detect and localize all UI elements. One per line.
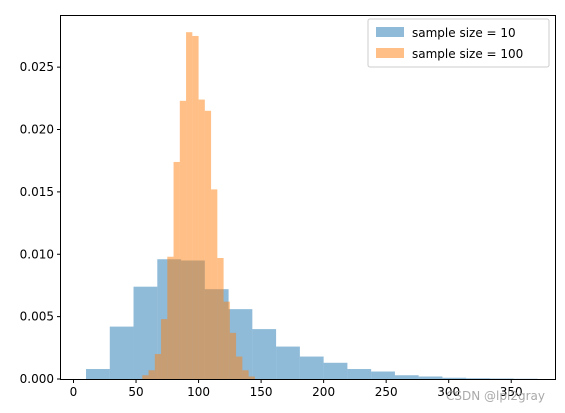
histogram-bar (204, 110, 212, 379)
histogram-bar (148, 370, 155, 379)
x-tick-label: 300 (437, 385, 460, 399)
histogram-bar (167, 256, 174, 379)
histogram-bar (252, 329, 277, 379)
histogram-bar (211, 189, 218, 379)
histogram-bar (466, 378, 490, 379)
x-tick-label: 350 (500, 385, 523, 399)
histogram-bar (133, 286, 158, 379)
x-tick-label: 50 (128, 385, 143, 399)
histogram-bar (347, 369, 372, 379)
histogram-bar (142, 375, 149, 379)
histogram-bar (371, 371, 395, 379)
legend-box (367, 18, 550, 68)
histogram-bar (276, 346, 300, 379)
y-tick-label: 0.005 (20, 310, 54, 324)
legend-label: sample size = 100 (412, 47, 523, 61)
legend: sample size = 10 sample size = 100 (367, 18, 550, 68)
y-axis: 0.000 0.005 0.010 0.015 0.020 0.025 (20, 60, 61, 386)
histogram-bar (86, 369, 110, 379)
histogram-bar (198, 99, 205, 379)
histogram-bar (442, 377, 467, 379)
histogram-bar (236, 356, 243, 379)
histogram-bar (223, 301, 230, 379)
y-tick-label: 0.015 (20, 185, 54, 199)
x-tick-label: 0 (70, 385, 78, 399)
x-tick-label: 250 (375, 385, 398, 399)
histogram-bar (394, 375, 419, 379)
histogram-bar (109, 326, 134, 379)
histogram-bar (173, 161, 180, 379)
histogram-bar (192, 35, 199, 379)
histogram-bar (154, 354, 162, 379)
y-tick-label: 0.020 (20, 123, 54, 137)
histogram-bar (418, 376, 443, 379)
histogram-bar (179, 100, 187, 380)
watermark: CSDN @lpl2gray (446, 389, 545, 403)
legend-label: sample size = 10 (412, 26, 516, 40)
x-axis: 0 50 100 150 200 250 300 350 (70, 379, 523, 399)
histogram-bar (242, 370, 249, 379)
legend-swatch (376, 27, 404, 37)
histogram-bar (229, 332, 237, 379)
histogram-bar (248, 376, 255, 379)
y-tick-label: 0.000 (20, 372, 54, 386)
histogram-bar (299, 356, 324, 379)
y-tick-label: 0.025 (20, 60, 54, 74)
legend-swatch (376, 48, 404, 58)
histogram-bar (323, 362, 348, 379)
histogram-bars (86, 32, 538, 380)
series-2-bars (142, 32, 255, 380)
x-tick-label: 200 (312, 385, 335, 399)
histogram-bar (217, 258, 224, 379)
x-tick-label: 150 (250, 385, 273, 399)
x-tick-label: 100 (187, 385, 210, 399)
plot-frame (60, 15, 556, 380)
histogram-bar (186, 32, 193, 380)
histogram-bar (161, 319, 168, 379)
y-tick-label: 0.010 (20, 247, 54, 261)
